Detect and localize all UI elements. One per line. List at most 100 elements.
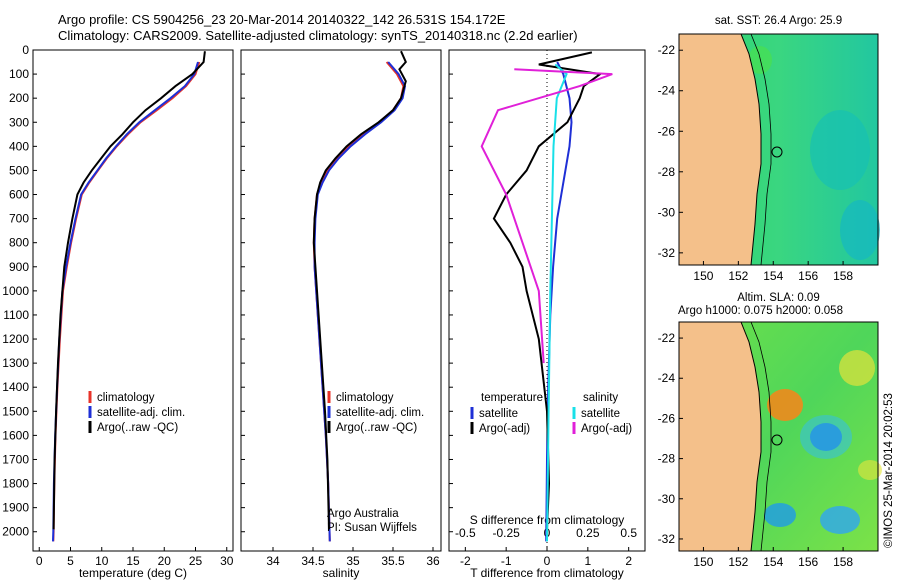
annotation-line: Argo Australia <box>327 508 399 520</box>
x-tick-label: 156 <box>798 555 818 569</box>
x-tick-label: 154 <box>763 555 783 569</box>
x2-tick-label: -0.5 <box>455 526 476 540</box>
legend-label: Argo(..raw -QC) <box>336 422 417 434</box>
x-tick-label: 15 <box>126 554 140 568</box>
plot-frame <box>240 49 442 552</box>
legend-heading: salinity <box>583 392 618 404</box>
x-tick-label: 10 <box>95 554 109 568</box>
y-tick-label: -22 <box>658 331 676 345</box>
figure-title-line2: Climatology: CARS2009. Satellite-adjuste… <box>58 28 578 43</box>
x2-tick-label: -0.25 <box>492 526 520 540</box>
x-tick-label: -2 <box>460 554 471 568</box>
y-tick-label: 1100 <box>3 308 29 322</box>
legend-label: satellite <box>479 408 518 420</box>
map-anomaly <box>840 200 880 260</box>
sst-map: sat. SST: 26.4 Argo: 25.9 150 152 154 156 158… <box>658 15 880 283</box>
argo-position-marker <box>771 146 783 158</box>
land-mass <box>678 321 762 552</box>
y-tick-label: -24 <box>658 84 676 98</box>
y-tick-label: 1200 <box>2 332 29 346</box>
x-tick-label: 1 <box>584 554 591 568</box>
map-anomaly <box>767 389 803 421</box>
salinity-panel: 34 34.5 35 35.5 36 salinity climatology satelli… <box>240 49 442 580</box>
x-tick-label: 0 <box>36 554 43 568</box>
x2-tick-label: 0.25 <box>576 526 600 540</box>
y-tick-label: 200 <box>9 91 29 105</box>
x-tick-label: 34 <box>266 554 280 568</box>
y-tick-label: 600 <box>9 188 29 202</box>
x-tick-label: 152 <box>728 269 748 283</box>
y-tick-label: 700 <box>9 212 29 226</box>
x-tick-label: 0 <box>544 554 551 568</box>
y-tick-label: -26 <box>658 124 676 138</box>
y-tick-label: 1700 <box>2 452 29 466</box>
temperature-panel: 0100200300400500600700800900100011001200… <box>2 43 233 580</box>
legend-label: satellite-adj. clim. <box>336 407 424 419</box>
y-tick-label: 1600 <box>2 428 29 442</box>
y-tick-label: 1000 <box>2 284 29 298</box>
y-tick-label: 2000 <box>2 525 29 539</box>
y-tick-label: 1900 <box>2 501 29 515</box>
y-tick-label: 0 <box>22 43 29 57</box>
y-tick-label: 1300 <box>2 356 29 370</box>
x-axis-label: salinity <box>323 566 360 580</box>
map-anomaly <box>839 350 875 386</box>
legend-label: Argo(-adj) <box>479 423 530 435</box>
map-frame <box>678 321 879 552</box>
x-tick-label: 30 <box>220 554 234 568</box>
legend-label: climatology <box>97 392 155 404</box>
x-tick-label: 158 <box>833 555 853 569</box>
map-frame <box>678 33 879 266</box>
y-tick-label: -24 <box>658 371 676 385</box>
difference-panel: -2 -1 0 1 2-0.5 -0.25 0 0.25 0.5S difference fro… <box>448 49 646 580</box>
y-tick-label: 1400 <box>2 380 29 394</box>
series-line-2 <box>546 63 568 542</box>
y-tick-label: -22 <box>658 43 676 57</box>
series-line-2 <box>52 51 206 530</box>
imos-timestamp: ©IMOS 25-Mar-2014 20:02:53 <box>883 393 895 548</box>
y-tick-label: 500 <box>9 163 29 177</box>
y-tick-label: -28 <box>658 165 676 179</box>
map-anomaly <box>764 503 796 527</box>
x-tick-label: 34.5 <box>301 554 325 568</box>
legend-label: satellite-adj. clim. <box>97 407 185 419</box>
x-tick-label: 150 <box>693 269 713 283</box>
legend-label: satellite <box>581 408 620 420</box>
map-anomaly <box>748 46 772 74</box>
x-tick-label: 35.5 <box>381 554 405 568</box>
x-tick-label: 20 <box>158 554 172 568</box>
series-line-1 <box>52 61 199 542</box>
y-tick-label: 400 <box>9 139 29 153</box>
series-line-2 <box>312 50 407 530</box>
x-tick-label: 152 <box>728 555 748 569</box>
legend-label: climatology <box>336 392 394 404</box>
y-tick-label: 1500 <box>2 404 29 418</box>
land-mass <box>678 33 762 266</box>
legend-label: Argo(-adj) <box>581 423 632 435</box>
x-axis-label: temperature (deg C) <box>79 566 187 580</box>
y-tick-label: -30 <box>658 492 676 506</box>
x-tick-label: 2 <box>625 554 632 568</box>
x-tick-label: 25 <box>189 554 203 568</box>
y-tick-label: -30 <box>658 205 676 219</box>
x-tick-label: 154 <box>763 269 783 283</box>
map-anomaly <box>810 110 870 190</box>
x-tick-label: 36 <box>426 554 440 568</box>
depth-contour <box>750 33 772 266</box>
y-tick-label: 300 <box>9 115 29 129</box>
x-tick-label: 35 <box>346 554 360 568</box>
annotation-line: PI: Susan Wijffels <box>327 522 417 534</box>
x-tick-label: 156 <box>798 269 818 283</box>
y-tick-label: -26 <box>658 411 676 425</box>
y-tick-label: -32 <box>658 246 676 260</box>
x-tick-label: 150 <box>693 555 713 569</box>
x-tick-label: 158 <box>833 269 853 283</box>
map-anomaly <box>858 460 882 480</box>
x-tick-label: 5 <box>67 554 74 568</box>
figure-title-line1: Argo profile: CS 5904256_23 20-Mar-2014 … <box>58 12 506 27</box>
legend-heading: temperature <box>481 392 543 404</box>
x-axis-label: T difference from climatology <box>470 566 624 580</box>
x2-tick-label: 0.5 <box>620 526 637 540</box>
